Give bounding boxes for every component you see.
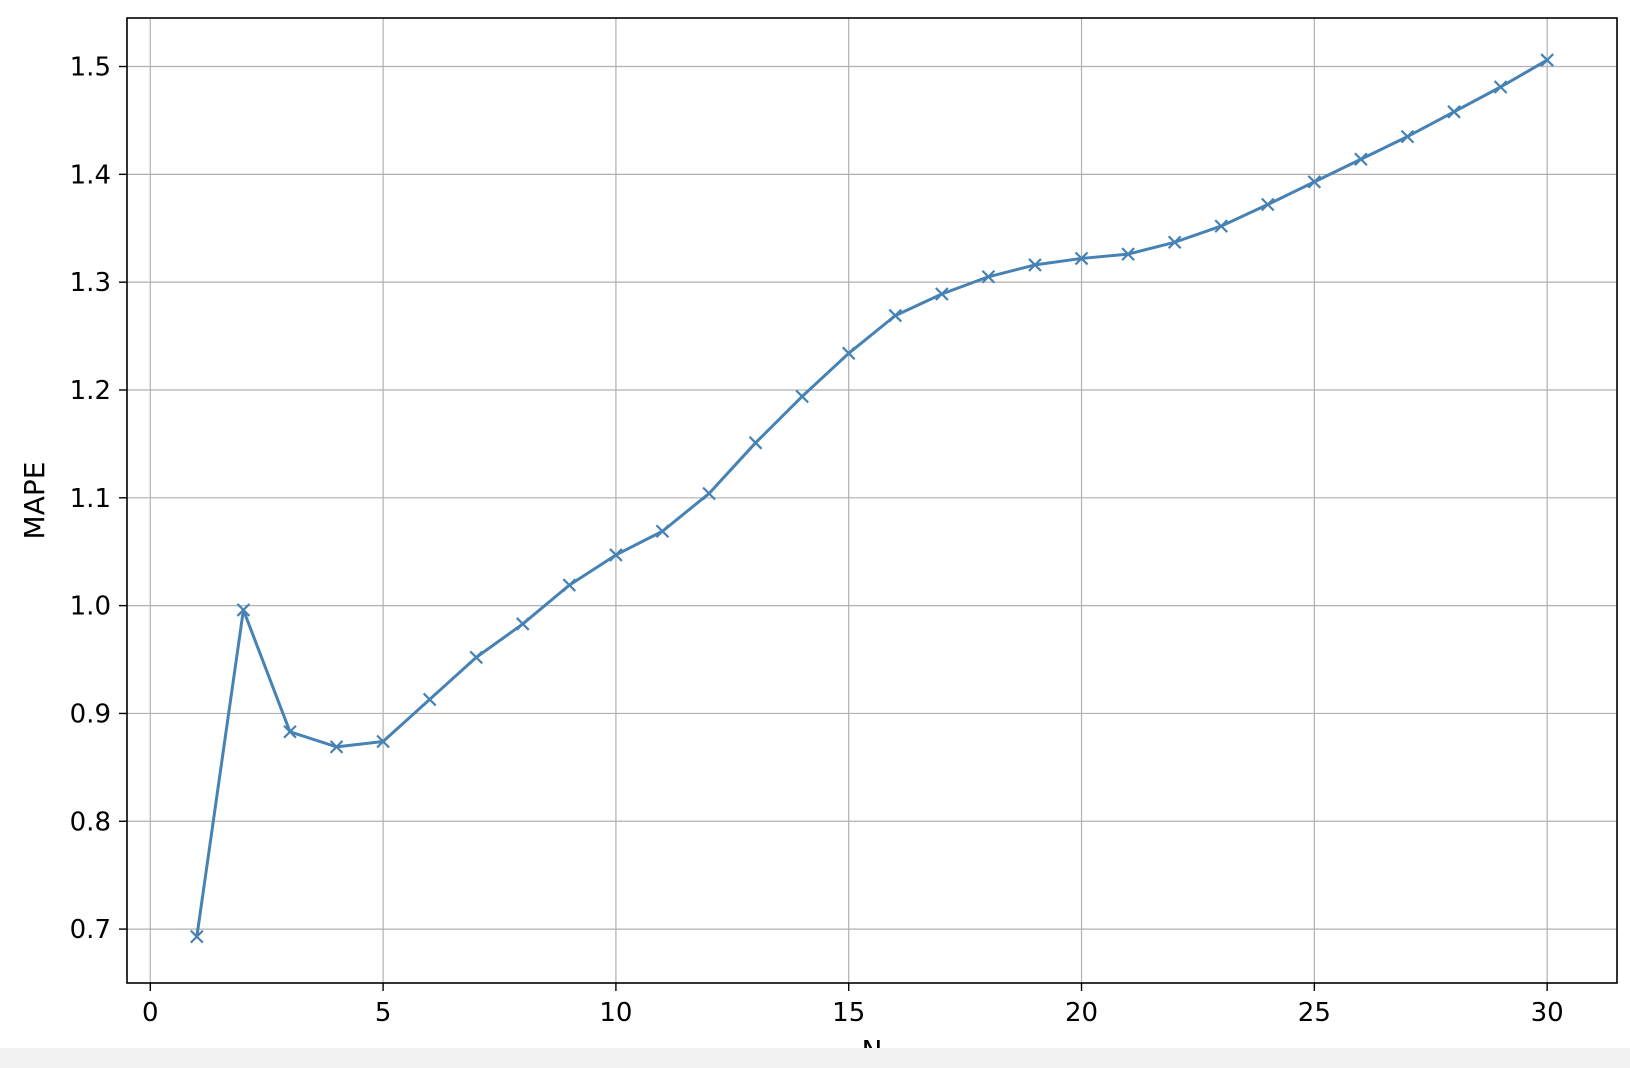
data-point-marker xyxy=(1028,258,1042,272)
data-point-marker xyxy=(1493,80,1508,94)
data-point-marker xyxy=(1447,105,1461,119)
y-tick-label: 1.4 xyxy=(70,160,111,190)
data-point-marker xyxy=(236,603,251,617)
data-point-marker xyxy=(1167,235,1182,250)
y-tick-label: 0.9 xyxy=(70,699,111,729)
data-point-marker xyxy=(1261,197,1275,212)
data-point-marker xyxy=(469,650,483,665)
x-tick-label: 25 xyxy=(1298,998,1331,1028)
grid-lines xyxy=(127,18,1617,983)
series-layer xyxy=(190,53,1554,944)
x-tick-label: 10 xyxy=(599,998,632,1028)
data-point-marker xyxy=(283,724,297,739)
data-point-marker xyxy=(888,308,903,323)
data-point-marker xyxy=(190,929,204,944)
data-point-marker xyxy=(1074,251,1089,266)
data-point-marker xyxy=(795,389,809,404)
data-point-marker xyxy=(981,269,996,284)
data-point-marker xyxy=(1214,219,1228,233)
data-point-marker xyxy=(1121,247,1135,261)
data-point-marker xyxy=(655,524,670,539)
data-point-marker xyxy=(841,346,856,361)
y-tick-label: 0.7 xyxy=(70,915,111,945)
x-tick-label: 0 xyxy=(142,998,159,1028)
y-tick-label: 1.0 xyxy=(70,592,111,622)
y-tick-label: 1.1 xyxy=(70,484,111,514)
y-tick-label: 1.5 xyxy=(70,53,111,83)
series-line xyxy=(195,58,1549,939)
data-point-marker xyxy=(1354,152,1368,167)
x-tick-label: 5 xyxy=(375,998,392,1028)
data-point-marker xyxy=(1400,129,1415,144)
data-point-marker xyxy=(422,692,437,707)
x-tick-label: 30 xyxy=(1531,998,1564,1028)
data-point-marker xyxy=(702,486,716,501)
data-point-marker xyxy=(329,740,344,754)
x-tick-label: 20 xyxy=(1065,998,1098,1028)
data-point-marker xyxy=(1307,175,1322,189)
y-tick-label: 1.2 xyxy=(70,376,111,406)
y-axis-label: MAPE xyxy=(18,462,51,540)
data-point-marker xyxy=(1540,53,1554,67)
data-point-marker xyxy=(516,617,530,631)
data-point-marker xyxy=(609,548,623,562)
data-point-marker xyxy=(748,436,763,450)
axis-ticks: 0 5 10 15 20 25 30 0.7 0.8 0.9 1.0 1.1 1.2 1.3 1.4 1.5 xyxy=(70,53,1564,1028)
data-point-marker xyxy=(376,734,390,749)
y-tick-label: 0.8 xyxy=(70,807,111,837)
x-tick-label: 15 xyxy=(832,998,865,1028)
data-point-marker xyxy=(562,578,577,592)
data-point-marker xyxy=(935,287,949,301)
window-bottom-strip xyxy=(0,1048,1630,1068)
plot-frame xyxy=(126,17,1618,984)
y-tick-label: 1.3 xyxy=(70,268,111,298)
